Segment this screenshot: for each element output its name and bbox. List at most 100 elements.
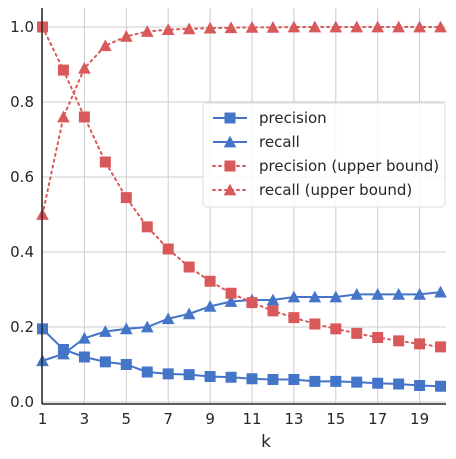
data-point-precision — [288, 374, 300, 385]
data-point-recall-upper-bound — [434, 20, 447, 33]
data-point-recall — [413, 288, 426, 300]
data-point-recall — [161, 312, 175, 325]
legend-label-recall: recall — [259, 133, 300, 151]
legend-box — [202, 102, 446, 208]
data-point-precision-upper-bound — [414, 338, 426, 350]
series-line-precision-upper-bound — [41, 26, 442, 348]
data-point-recall — [308, 290, 322, 303]
data-point-precision-upper-bound — [288, 312, 300, 324]
data-point-recall-upper-bound — [203, 21, 217, 34]
legend-label-precision-upper-bound: precision (upper bound) — [259, 157, 439, 175]
x-tick-label: 11 — [242, 410, 261, 428]
data-point-precision — [141, 366, 153, 378]
data-point-precision — [99, 356, 111, 368]
x-tick-label: 19 — [410, 410, 429, 428]
data-point-recall-upper-bound — [308, 20, 322, 33]
y-tick-label: 0.6 — [10, 168, 34, 186]
data-point-recall — [57, 347, 70, 360]
x-axis-label: k — [261, 432, 271, 452]
data-point-precision-upper-bound — [393, 335, 405, 347]
data-point-recall — [329, 290, 343, 303]
data-point-recall — [203, 300, 217, 312]
x-tick-label: 1 — [38, 410, 48, 428]
data-point-recall — [78, 331, 91, 344]
data-point-recall — [434, 285, 447, 298]
legend-marker-recall — [223, 135, 237, 148]
data-point-precision-upper-bound — [204, 275, 216, 287]
y-tick-label: 0.8 — [10, 93, 34, 111]
x-tick-label: 17 — [368, 410, 387, 428]
y-tick-label: 0.0 — [10, 393, 34, 411]
data-point-recall-upper-bound — [161, 23, 175, 36]
data-point-precision-upper-bound — [267, 305, 279, 317]
data-point-recall-upper-bound — [224, 21, 238, 34]
data-point-precision-upper-bound — [162, 243, 174, 255]
data-point-precision — [183, 369, 195, 381]
data-point-precision-upper-bound — [372, 332, 384, 343]
data-point-recall-upper-bound — [371, 20, 385, 33]
data-point-recall-upper-bound — [182, 22, 196, 35]
data-point-precision — [246, 373, 258, 385]
data-point-precision-upper-bound — [246, 297, 258, 309]
data-point-recall-upper-bound — [413, 20, 426, 33]
x-tick-label: 7 — [163, 410, 173, 428]
data-point-precision-upper-bound — [120, 192, 132, 204]
data-point-precision-upper-bound — [435, 341, 447, 353]
data-point-precision-upper-bound — [225, 287, 237, 299]
data-point-recall — [350, 288, 364, 300]
data-point-precision-upper-bound — [141, 221, 153, 233]
data-point-recall-upper-bound — [392, 20, 405, 33]
data-point-precision-upper-bound — [330, 323, 342, 335]
data-point-precision-upper-bound — [78, 111, 90, 123]
data-point-precision — [78, 351, 90, 363]
data-point-precision-upper-bound — [309, 318, 321, 330]
x-tick-labels: 1 3 5 7 9 11 13 15 17 19 — [38, 410, 429, 428]
data-point-precision-upper-bound — [351, 327, 363, 339]
data-point-precision — [309, 375, 321, 387]
data-point-precision — [414, 380, 426, 391]
data-point-recall — [266, 293, 280, 306]
data-point-recall — [371, 288, 385, 300]
y-tick-label: 0.4 — [10, 243, 34, 261]
data-point-recall-upper-bound — [350, 20, 364, 33]
axes — [41, 8, 446, 405]
data-point-precision — [267, 374, 279, 385]
data-point-recall-upper-bound — [329, 20, 343, 33]
legend-marker-precision-upper-bound — [224, 160, 236, 172]
y-tick-label: 0.2 — [10, 318, 34, 336]
data-point-recall-upper-bound — [266, 21, 280, 33]
legend-marker-recall-upper-bound — [223, 183, 237, 196]
x-tick-label: 13 — [284, 410, 303, 428]
legend-label-precision: precision — [259, 109, 327, 127]
data-point-precision-upper-bound — [57, 64, 69, 76]
legend-marker-precision — [224, 112, 236, 124]
legend-label-recall-upper-bound: recall (upper bound) — [259, 181, 412, 199]
data-point-precision — [351, 376, 363, 388]
data-point-recall-upper-bound — [57, 110, 70, 123]
data-point-recall — [182, 307, 196, 320]
data-point-recall — [392, 288, 405, 300]
data-point-recall-upper-bound — [78, 61, 91, 74]
data-point-recall — [287, 290, 301, 303]
y-tick-label: 1.0 — [10, 18, 34, 36]
data-point-precision — [225, 371, 237, 383]
x-tick-label: 9 — [205, 410, 215, 428]
data-point-precision — [162, 368, 174, 380]
data-point-precision — [393, 378, 405, 390]
data-point-recall — [99, 325, 112, 337]
data-point-recall — [140, 320, 154, 333]
data-point-recall-upper-bound — [287, 20, 301, 33]
data-point-precision — [435, 380, 447, 392]
data-point-recall-upper-bound — [140, 25, 154, 37]
data-point-recall — [119, 322, 133, 335]
data-point-precision — [204, 371, 216, 382]
data-point-recall-upper-bound — [119, 30, 133, 42]
x-tick-label: 15 — [326, 410, 345, 428]
series-markers — [36, 20, 447, 392]
data-point-recall-upper-bound — [99, 39, 112, 52]
x-tick-label: 3 — [80, 410, 90, 428]
data-point-precision — [330, 375, 342, 387]
data-point-precision-upper-bound — [183, 261, 195, 273]
y-tick-labels: 0.0 0.2 0.4 0.6 0.8 1.0 — [10, 18, 34, 411]
